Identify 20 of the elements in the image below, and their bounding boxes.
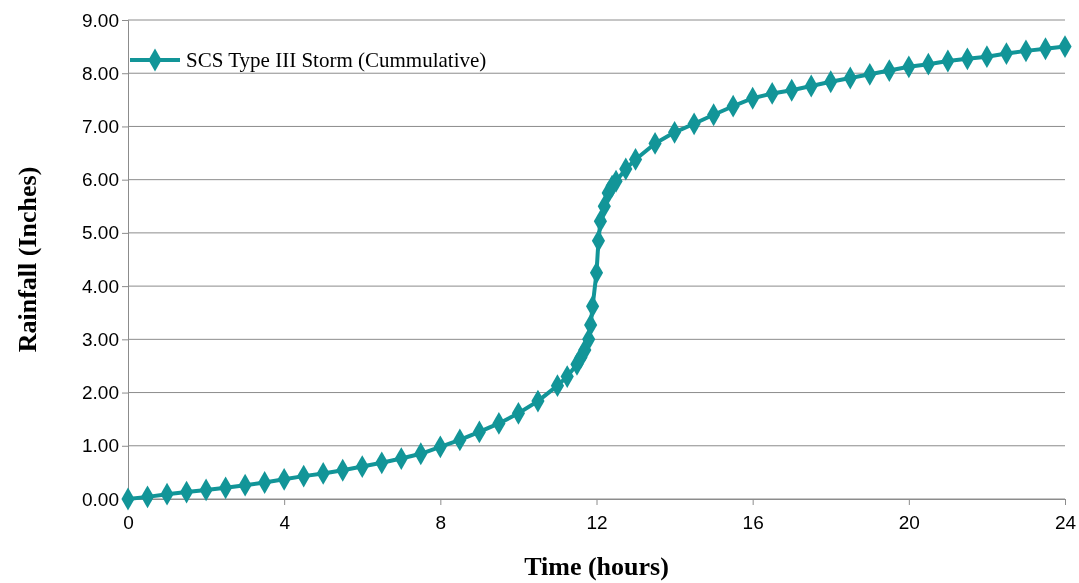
x-tick-label: 20 xyxy=(898,511,920,533)
legend-label: SCS Type III Storm (Cummulative) xyxy=(186,48,487,72)
x-tick-label: 8 xyxy=(435,511,447,533)
y-tick-label: 3.00 xyxy=(82,328,119,350)
y-tick-label: 5.00 xyxy=(82,222,119,244)
y-tick-label: 7.00 xyxy=(82,116,119,138)
x-tick-label: 4 xyxy=(279,511,291,533)
y-tick-label: 6.00 xyxy=(82,169,119,191)
y-axis-title: Rainfall (Inches) xyxy=(13,166,42,353)
y-tick-label: 4.00 xyxy=(82,275,119,297)
x-tick-label: 24 xyxy=(1054,511,1077,533)
x-tick-label: 12 xyxy=(586,511,608,533)
y-tick-label: 2.00 xyxy=(82,382,119,404)
y-tick-label: 0.00 xyxy=(82,488,119,510)
y-tick-label: 9.00 xyxy=(82,9,119,31)
x-tick-label: 16 xyxy=(742,511,764,533)
y-tick-label: 8.00 xyxy=(82,62,119,84)
x-axis-title: Time (hours) xyxy=(524,552,669,581)
x-tick-label: 0 xyxy=(123,511,134,533)
y-tick-label: 1.00 xyxy=(82,435,119,457)
